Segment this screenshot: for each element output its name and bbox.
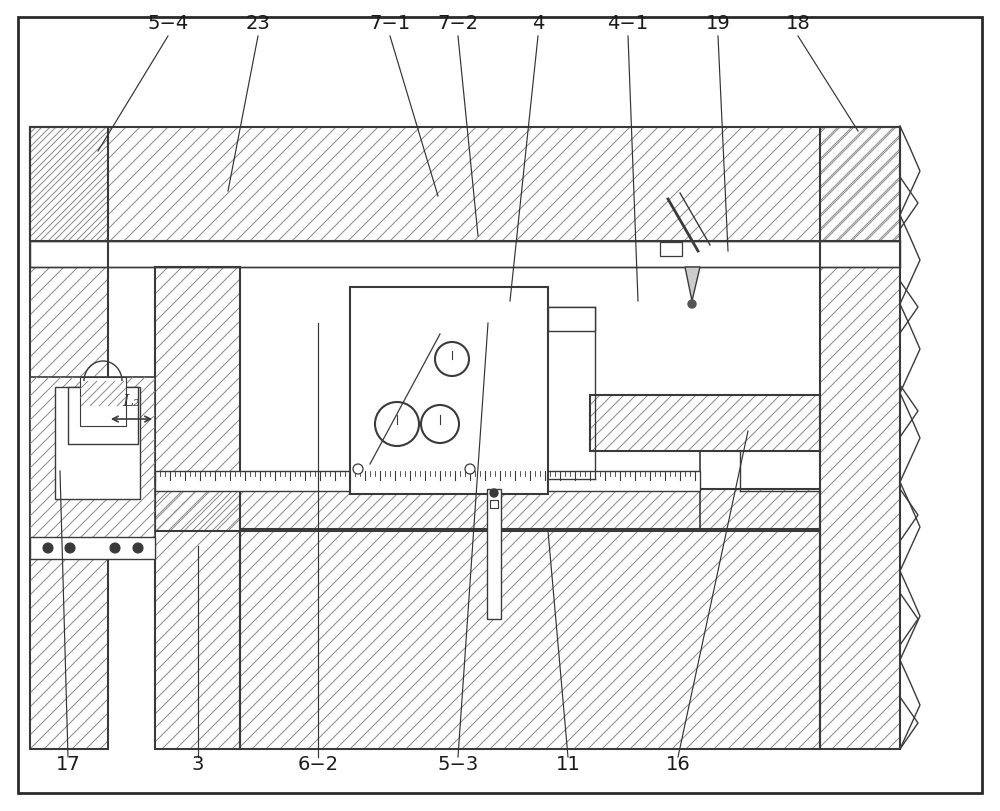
Circle shape bbox=[353, 465, 363, 474]
Bar bbox=[80, 378, 126, 427]
Circle shape bbox=[465, 465, 475, 474]
Text: 5−4: 5−4 bbox=[147, 14, 189, 33]
Bar bbox=[68, 388, 138, 444]
Text: 19: 19 bbox=[706, 14, 730, 33]
Polygon shape bbox=[685, 268, 700, 302]
Bar bbox=[590, 396, 820, 452]
Circle shape bbox=[43, 543, 53, 553]
Bar bbox=[660, 242, 682, 257]
Text: 23: 23 bbox=[246, 14, 270, 33]
Text: 18: 18 bbox=[786, 14, 810, 33]
Bar bbox=[55, 388, 140, 500]
Circle shape bbox=[421, 406, 459, 444]
Text: 7−1: 7−1 bbox=[369, 14, 411, 33]
Text: 5−3: 5−3 bbox=[437, 754, 479, 773]
Circle shape bbox=[375, 402, 419, 446]
Text: 11: 11 bbox=[556, 754, 580, 773]
Bar bbox=[155, 489, 820, 531]
Bar bbox=[155, 471, 700, 491]
Bar bbox=[487, 489, 501, 620]
Text: 16: 16 bbox=[666, 754, 690, 773]
Text: 3: 3 bbox=[192, 754, 204, 773]
Circle shape bbox=[490, 489, 498, 497]
Circle shape bbox=[688, 301, 696, 309]
Text: 7−2: 7−2 bbox=[437, 14, 479, 33]
Text: 4−1: 4−1 bbox=[607, 14, 649, 33]
Text: 17: 17 bbox=[56, 754, 80, 773]
Bar bbox=[240, 530, 820, 749]
Bar bbox=[30, 242, 900, 268]
Circle shape bbox=[435, 342, 469, 376]
Bar bbox=[30, 128, 108, 749]
Bar bbox=[820, 128, 900, 749]
Bar bbox=[155, 268, 240, 749]
Circle shape bbox=[110, 543, 120, 553]
Text: L₂: L₂ bbox=[122, 393, 140, 410]
Circle shape bbox=[133, 543, 143, 553]
Circle shape bbox=[65, 543, 75, 553]
Bar bbox=[30, 538, 155, 560]
Bar bbox=[350, 288, 548, 495]
Bar bbox=[548, 307, 595, 332]
Text: 6−2: 6−2 bbox=[297, 754, 339, 773]
Bar bbox=[490, 500, 498, 508]
Bar bbox=[30, 128, 900, 242]
Text: 4: 4 bbox=[532, 14, 544, 33]
Bar bbox=[240, 268, 820, 530]
Bar bbox=[30, 378, 155, 560]
